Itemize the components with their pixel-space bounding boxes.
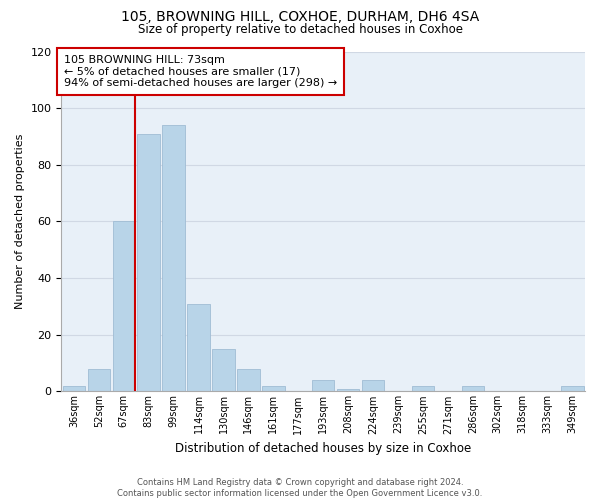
- Bar: [562, 386, 584, 392]
- Bar: [461, 386, 484, 392]
- Text: 105 BROWNING HILL: 73sqm
← 5% of detached houses are smaller (17)
94% of semi-de: 105 BROWNING HILL: 73sqm ← 5% of detache…: [64, 55, 337, 88]
- Bar: [113, 222, 135, 392]
- Text: Contains HM Land Registry data © Crown copyright and database right 2024.
Contai: Contains HM Land Registry data © Crown c…: [118, 478, 482, 498]
- Bar: [262, 386, 284, 392]
- Text: 105, BROWNING HILL, COXHOE, DURHAM, DH6 4SA: 105, BROWNING HILL, COXHOE, DURHAM, DH6 …: [121, 10, 479, 24]
- Bar: [212, 349, 235, 392]
- Bar: [237, 368, 260, 392]
- Bar: [412, 386, 434, 392]
- Bar: [137, 134, 160, 392]
- Y-axis label: Number of detached properties: Number of detached properties: [15, 134, 25, 309]
- Bar: [88, 368, 110, 392]
- Bar: [312, 380, 334, 392]
- Bar: [187, 304, 210, 392]
- Bar: [362, 380, 384, 392]
- Text: Size of property relative to detached houses in Coxhoe: Size of property relative to detached ho…: [137, 22, 463, 36]
- X-axis label: Distribution of detached houses by size in Coxhoe: Distribution of detached houses by size …: [175, 442, 472, 455]
- Bar: [337, 388, 359, 392]
- Bar: [62, 386, 85, 392]
- Bar: [163, 125, 185, 392]
